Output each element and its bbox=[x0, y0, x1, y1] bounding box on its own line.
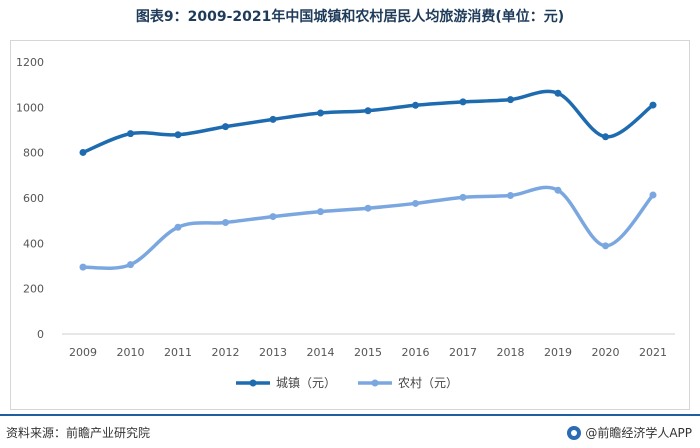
data-point bbox=[222, 218, 229, 226]
series-line bbox=[81, 185, 655, 270]
data-point bbox=[602, 242, 609, 250]
data-point bbox=[364, 204, 372, 212]
y-tick-label: 1000 bbox=[16, 101, 44, 114]
data-point bbox=[507, 192, 514, 200]
data-point bbox=[602, 133, 609, 141]
data-point bbox=[79, 148, 87, 156]
qianzhan-logo-icon bbox=[567, 425, 582, 440]
y-axis: 0 200 400 600 800 1000 1200 bbox=[16, 56, 44, 341]
y-tick-label: 0 bbox=[37, 328, 44, 341]
series-line bbox=[81, 89, 655, 155]
x-tick-label: 2016 bbox=[402, 346, 430, 359]
data-point bbox=[412, 199, 419, 207]
y-tick-label: 800 bbox=[23, 147, 44, 160]
legend-label: 农村（元） bbox=[398, 376, 458, 390]
legend-swatch-marker bbox=[371, 379, 379, 387]
legend-label: 城镇（元） bbox=[276, 376, 336, 390]
series-group bbox=[79, 89, 657, 271]
data-point bbox=[554, 89, 562, 97]
data-point bbox=[649, 191, 657, 199]
x-tick-label: 2013 bbox=[259, 346, 287, 359]
x-tick-label: 2015 bbox=[354, 346, 382, 359]
chart-frame bbox=[10, 40, 690, 410]
x-tick-label: 2014 bbox=[307, 346, 335, 359]
source-note: 资料来源：前瞻产业研究院 bbox=[6, 426, 151, 440]
data-point bbox=[127, 130, 134, 138]
x-tick-label: 2012 bbox=[212, 346, 240, 359]
x-tick-label: 2019 bbox=[544, 346, 572, 359]
chart-title: 图表9：2009-2021年中国城镇和农村居民人均旅游消费(单位：元) bbox=[135, 9, 565, 25]
data-point bbox=[127, 261, 134, 269]
data-point bbox=[459, 98, 467, 106]
data-point bbox=[412, 101, 419, 109]
data-point bbox=[174, 223, 182, 231]
x-tick-label: 2011 bbox=[164, 346, 192, 359]
x-tick-label: 2021 bbox=[639, 346, 667, 359]
y-tick-label: 600 bbox=[23, 192, 44, 205]
x-tick-label: 2020 bbox=[592, 346, 620, 359]
data-point bbox=[317, 208, 324, 216]
data-point bbox=[79, 263, 87, 271]
data-point bbox=[554, 186, 562, 194]
footer-brand: @前瞻经济学人APP bbox=[567, 424, 692, 441]
footer: 资料来源：前瞻产业研究院 @前瞻经济学人APP bbox=[0, 414, 700, 448]
y-tick-label: 200 bbox=[23, 283, 44, 296]
data-point bbox=[364, 107, 372, 115]
data-point bbox=[507, 96, 514, 104]
data-point bbox=[459, 193, 467, 201]
data-point bbox=[649, 101, 657, 109]
x-tick-label: 2010 bbox=[117, 346, 145, 359]
x-axis: 2009 2010 2011 2012 2013 2014 2015 2016 2017 2018… bbox=[62, 333, 675, 359]
x-tick-label: 2017 bbox=[449, 346, 477, 359]
x-tick-label: 2018 bbox=[497, 346, 525, 359]
x-tick-label: 2009 bbox=[69, 346, 97, 359]
data-point bbox=[222, 123, 229, 131]
data-point bbox=[269, 115, 277, 123]
legend-swatch-marker bbox=[249, 379, 257, 387]
y-tick-label: 400 bbox=[23, 237, 44, 250]
data-point bbox=[174, 131, 182, 139]
brand-text: @前瞻经济学人APP bbox=[585, 426, 692, 440]
data-point bbox=[269, 213, 277, 221]
data-point bbox=[317, 109, 324, 117]
y-tick-label: 1200 bbox=[16, 56, 44, 69]
legend: 城镇（元） 农村（元） bbox=[236, 376, 458, 390]
